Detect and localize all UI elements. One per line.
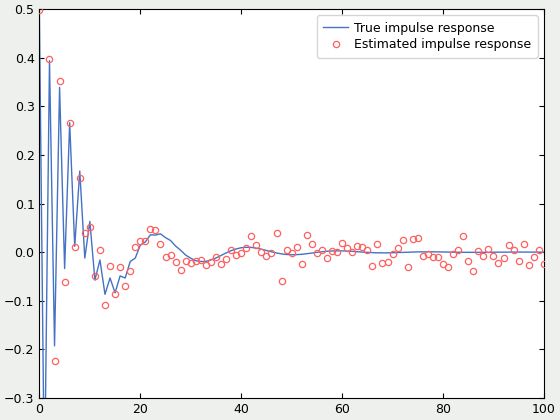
Estimated impulse response: [167, 253, 174, 258]
Estimated impulse response: [419, 253, 426, 258]
True impulse response: [36, 11, 43, 16]
Line: Estimated impulse response: Estimated impulse response: [36, 7, 547, 420]
Estimated impulse response: [36, 8, 43, 13]
Estimated impulse response: [273, 231, 280, 236]
Estimated impulse response: [76, 176, 83, 181]
Line: True impulse response: True impulse response: [39, 14, 544, 420]
True impulse response: [419, 249, 426, 255]
True impulse response: [344, 249, 351, 254]
True impulse response: [540, 249, 547, 255]
Estimated impulse response: [344, 245, 351, 250]
Legend: True impulse response, Estimated impulse response: True impulse response, Estimated impulse…: [317, 16, 538, 58]
True impulse response: [76, 168, 83, 173]
True impulse response: [167, 238, 174, 243]
True impulse response: [273, 250, 280, 255]
Estimated impulse response: [394, 246, 401, 251]
True impulse response: [394, 250, 401, 255]
Estimated impulse response: [540, 262, 547, 267]
